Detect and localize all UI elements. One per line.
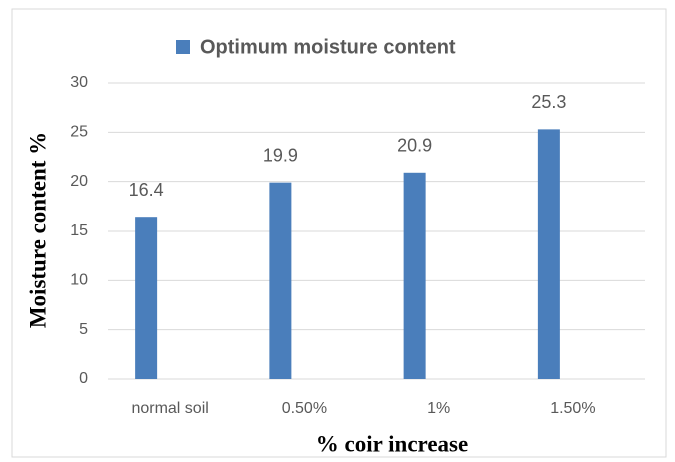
x-tick-label: 1.50% (550, 400, 595, 417)
y-tick-label: 30 (70, 74, 88, 91)
data-label: 20.9 (397, 136, 432, 156)
chart-frame (11, 8, 667, 458)
y-axis-label: Moisture content % (25, 132, 50, 328)
data-label: 19.9 (263, 145, 298, 165)
bar (537, 129, 560, 379)
legend-swatch (176, 40, 190, 54)
y-tick-label: 20 (70, 173, 88, 190)
bar (269, 182, 292, 379)
data-label: 25.3 (531, 92, 566, 112)
y-tick-label: 5 (79, 321, 88, 338)
y-tick-label: 0 (79, 370, 88, 387)
legend-label: Optimum moisture content (200, 36, 456, 58)
bar (135, 217, 158, 379)
x-tick-label: 1% (427, 400, 450, 417)
y-tick-label: 10 (70, 272, 88, 289)
y-tick-label: 25 (70, 124, 88, 141)
x-axis-label: % coir increase (316, 431, 468, 456)
x-tick-label: 0.50% (282, 400, 327, 417)
x-tick-label: normal soil (131, 400, 208, 417)
bar (403, 172, 426, 379)
data-label: 16.4 (129, 180, 164, 200)
y-tick-label: 15 (70, 222, 88, 239)
